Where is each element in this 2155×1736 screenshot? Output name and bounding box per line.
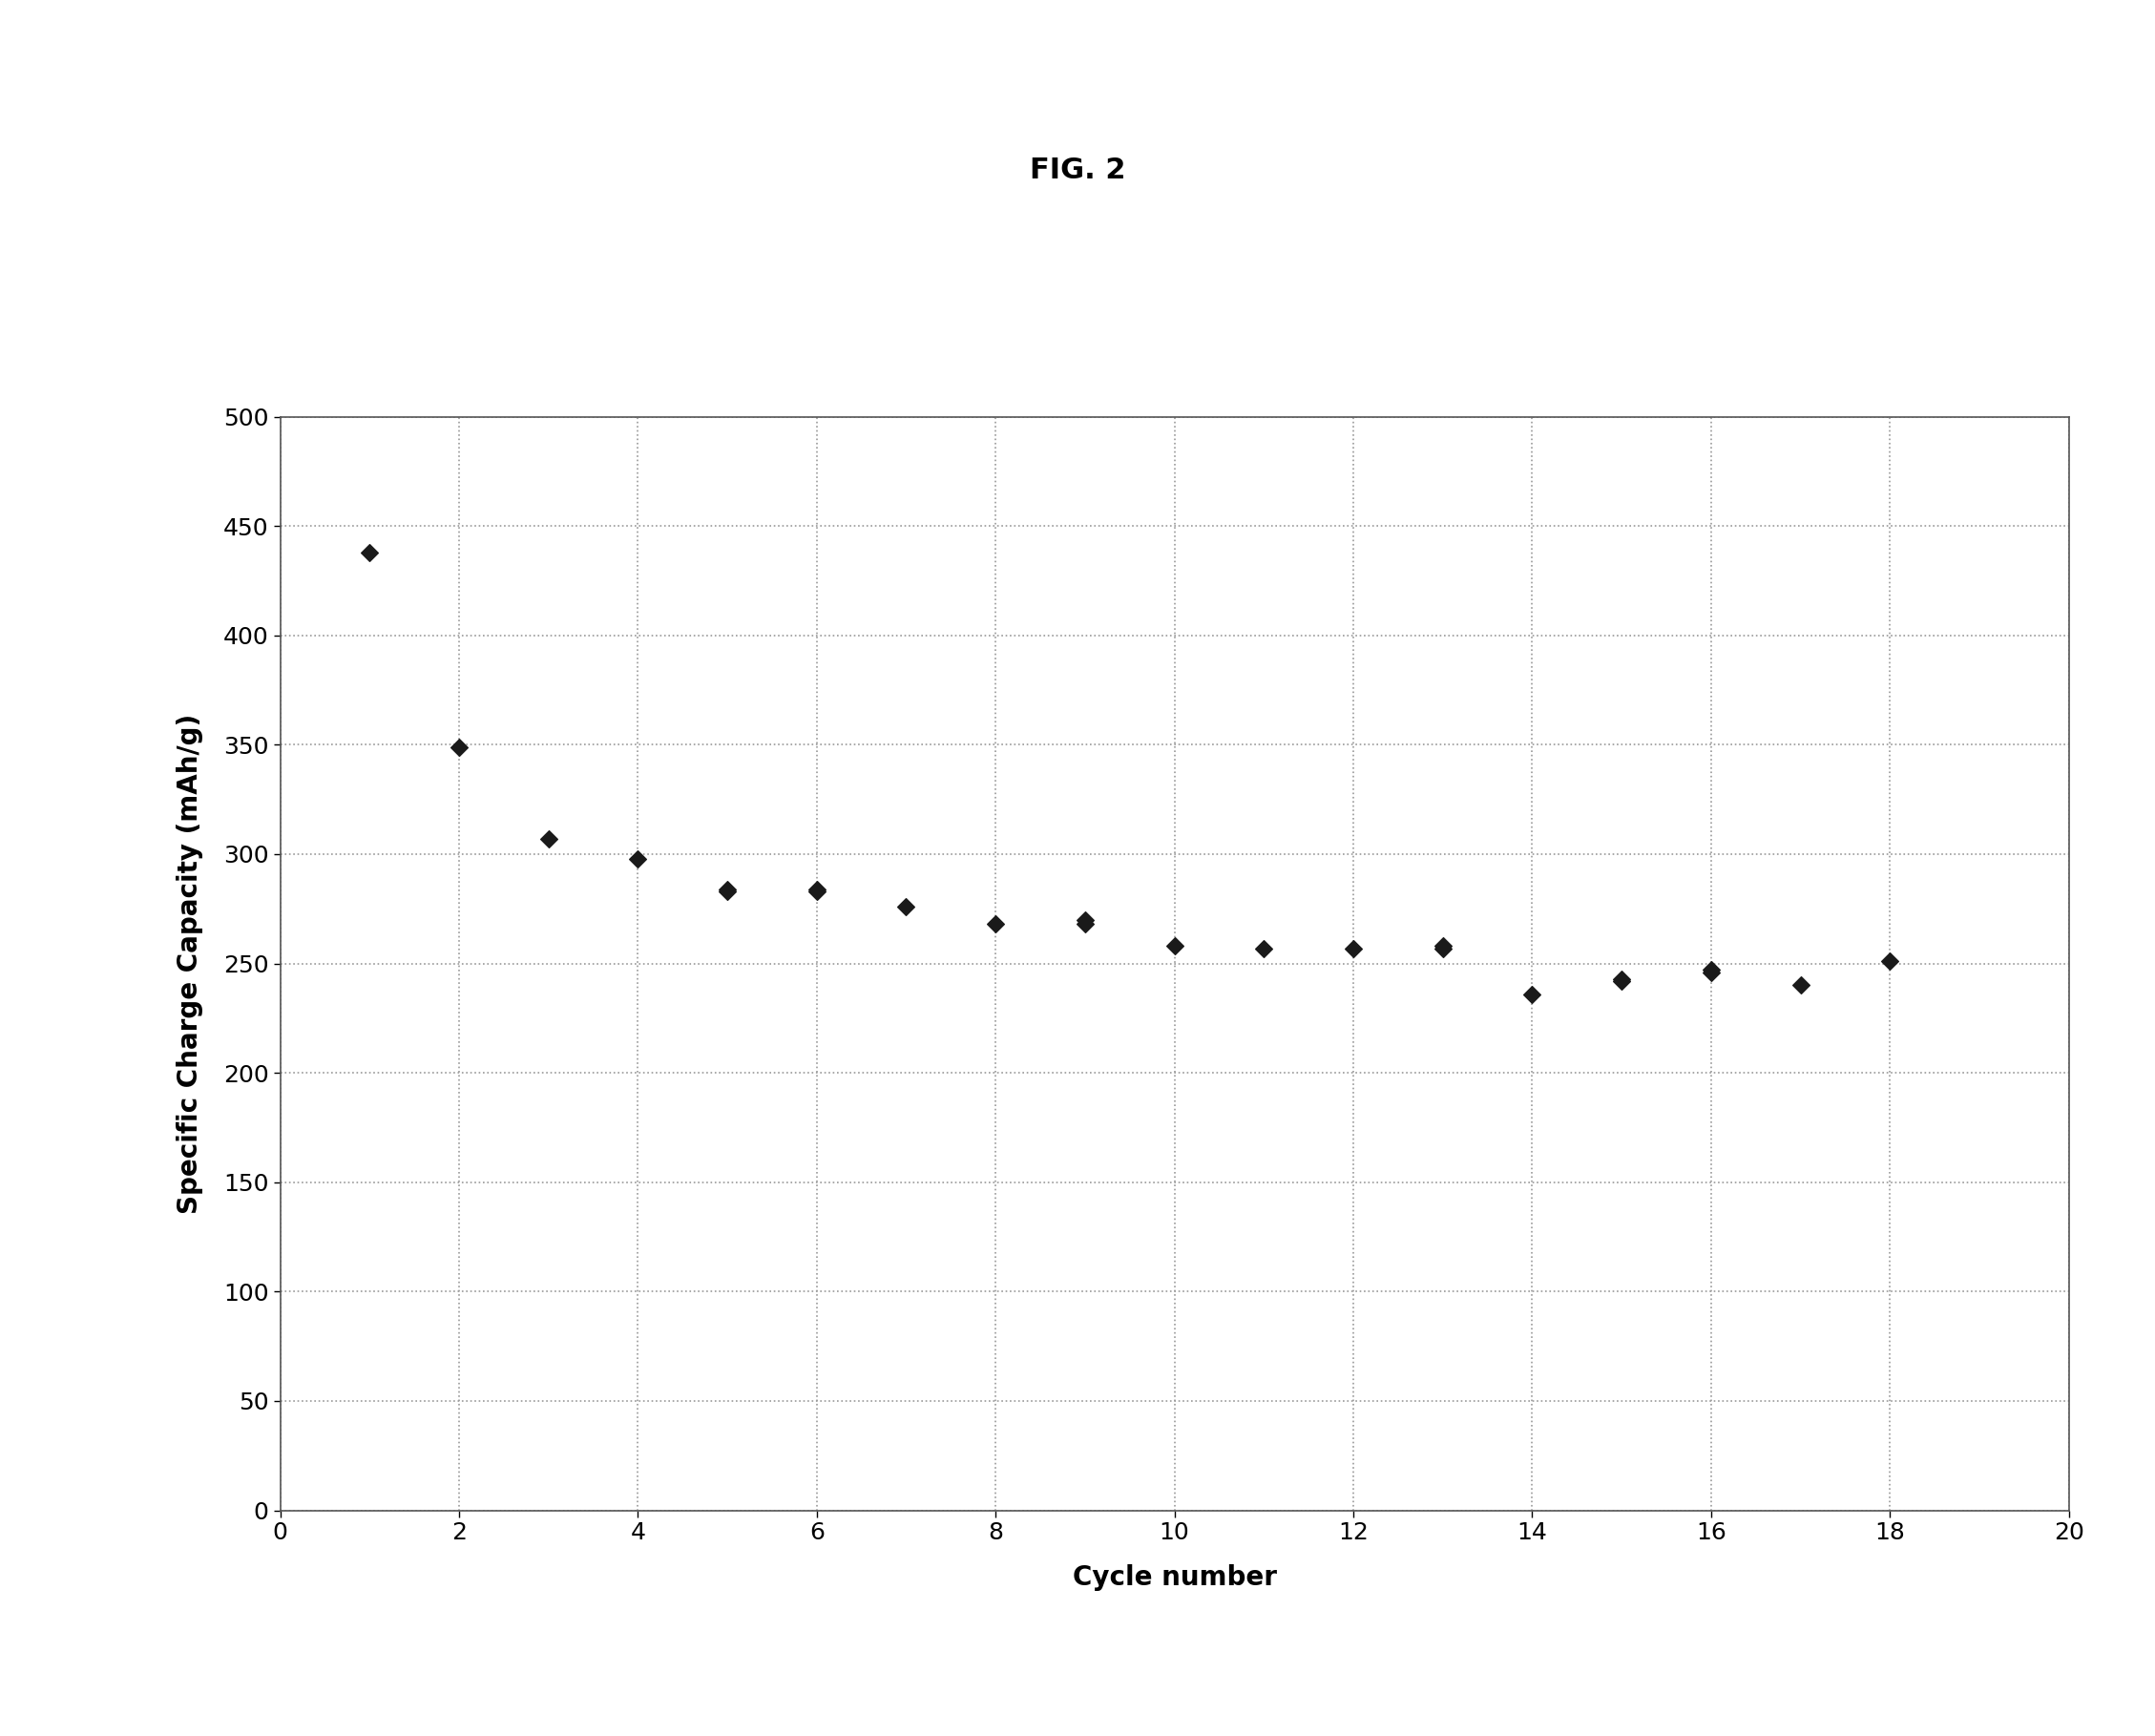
Point — [711, 877, 746, 904]
Point — [800, 877, 834, 904]
Point — [1157, 932, 1192, 960]
Point — [1336, 934, 1371, 962]
Point — [1873, 948, 1907, 976]
Point — [621, 845, 655, 873]
X-axis label: Cycle number: Cycle number — [1073, 1564, 1276, 1592]
Point — [1515, 981, 1549, 1009]
Point — [442, 733, 476, 760]
Point — [1603, 965, 1640, 993]
Point — [1603, 967, 1640, 995]
Point — [1424, 934, 1459, 962]
Point — [890, 892, 924, 920]
Point — [353, 538, 388, 566]
Point — [1782, 972, 1817, 1000]
Point — [1694, 958, 1728, 986]
Point — [711, 875, 746, 903]
Point — [1246, 934, 1280, 962]
Point — [1069, 910, 1103, 937]
Point — [532, 825, 567, 852]
Y-axis label: Specific Charge Capacity (mAh/g): Specific Charge Capacity (mAh/g) — [177, 713, 203, 1213]
Text: FIG. 2: FIG. 2 — [1030, 156, 1125, 184]
Point — [800, 875, 834, 903]
Point — [978, 910, 1013, 937]
Point — [1069, 906, 1103, 934]
Point — [1424, 932, 1459, 960]
Point — [1694, 957, 1728, 984]
